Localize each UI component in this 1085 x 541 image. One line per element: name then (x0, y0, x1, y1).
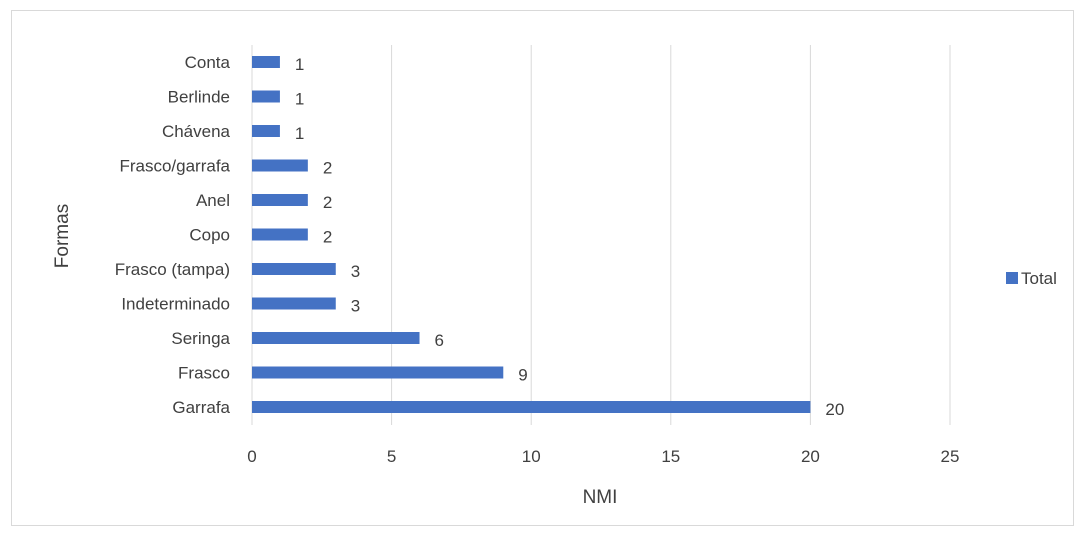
category-label: Chávena (162, 122, 231, 141)
category-labels: Conta Berlinde Chávena Frasco/garrafa Anel Co… (115, 53, 231, 417)
data-label: 2 (323, 193, 332, 212)
category-label: Anel (196, 191, 230, 210)
bar-berlinde (252, 90, 280, 103)
bar-indeterminado (252, 297, 336, 310)
bar-conta (252, 56, 280, 68)
category-label: Indeterminado (121, 295, 230, 314)
data-label: 3 (351, 297, 360, 316)
category-label: Frasco (178, 364, 230, 383)
bar-frasco-tampa- (252, 263, 336, 275)
legend-swatch (1006, 272, 1018, 284)
data-label: 6 (435, 331, 444, 350)
x-tick-label: 10 (522, 447, 541, 466)
bar-copo (252, 228, 308, 241)
category-label: Conta (185, 53, 231, 72)
data-label: 3 (351, 262, 360, 281)
data-label: 2 (323, 159, 332, 178)
y-axis-title: Formas (52, 204, 73, 268)
x-tick-labels: 0 5 10 15 20 25 (247, 447, 959, 466)
chart-border (11, 10, 1074, 526)
data-label: 2 (323, 228, 332, 247)
x-tick-label: 20 (801, 447, 820, 466)
x-tick-label: 25 (941, 447, 960, 466)
category-label: Seringa (171, 329, 230, 348)
bar-seringa (252, 332, 420, 344)
data-label: 1 (295, 124, 304, 143)
x-axis-title: NMI (583, 487, 618, 508)
legend: Total (1006, 269, 1057, 288)
bar-frasco-garrafa (252, 159, 308, 172)
data-label: 20 (825, 400, 844, 419)
category-label: Copo (189, 226, 230, 245)
x-tick-label: 15 (661, 447, 680, 466)
category-label: Berlinde (168, 88, 230, 107)
bar-ch-vena (252, 125, 280, 137)
x-tick-label: 5 (387, 447, 396, 466)
x-tick-label: 0 (247, 447, 256, 466)
data-label: 1 (295, 90, 304, 109)
data-label: 1 (295, 55, 304, 74)
bar-frasco (252, 366, 504, 379)
category-label: Frasco (tampa) (115, 260, 230, 279)
bars (252, 56, 811, 413)
legend-label: Total (1021, 269, 1057, 288)
category-label: Frasco/garrafa (119, 157, 230, 176)
category-label: Garrafa (172, 398, 230, 417)
data-label: 9 (518, 366, 527, 385)
bar-anel (252, 194, 308, 206)
bar-garrafa (252, 401, 811, 413)
